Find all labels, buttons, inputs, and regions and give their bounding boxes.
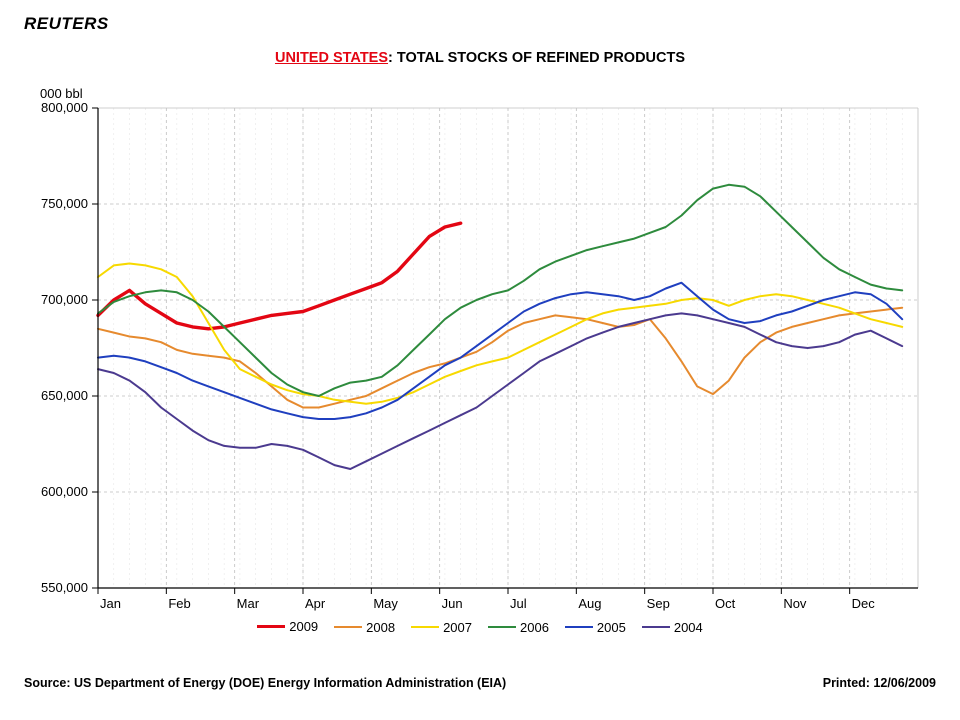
legend-label: 2005: [597, 620, 626, 635]
series-2009: [98, 223, 461, 329]
chart-footer: Source: US Department of Energy (DOE) En…: [24, 676, 936, 690]
legend-swatch: [257, 625, 285, 628]
xtick-label: May: [373, 596, 398, 611]
legend-item-2006: 2006: [488, 620, 549, 635]
ytick-label: 750,000: [41, 196, 88, 211]
footer-source: Source: US Department of Energy (DOE) En…: [24, 676, 506, 690]
xtick-label: Jun: [442, 596, 463, 611]
legend-label: 2009: [289, 619, 318, 634]
legend-item-2005: 2005: [565, 620, 626, 635]
yaxis-units-label: 000 bbl: [40, 86, 83, 101]
legend-label: 2008: [366, 620, 395, 635]
xtick-label: Oct: [715, 596, 736, 611]
xtick-label: Jul: [510, 596, 527, 611]
legend-swatch: [411, 626, 439, 628]
chart-plot-area: 550,000600,000650,000700,000750,000800,0…: [98, 108, 918, 588]
chart-title: UNITED STATES: TOTAL STOCKS OF REFINED P…: [0, 50, 960, 66]
xtick-label: Sep: [647, 596, 670, 611]
legend-swatch: [565, 626, 593, 628]
ytick-label: 550,000: [41, 580, 88, 595]
ytick-label: 600,000: [41, 484, 88, 499]
title-country: UNITED STATES: [275, 50, 388, 66]
ytick-label: 650,000: [41, 388, 88, 403]
xtick-label: Nov: [783, 596, 807, 611]
legend-item-2009: 2009: [257, 619, 318, 634]
xtick-label: Dec: [852, 596, 876, 611]
chart-legend: 2009 2008 2007 2006 2005 2004: [0, 616, 960, 635]
legend-item-2008: 2008: [334, 620, 395, 635]
footer-printed: Printed: 12/06/2009: [823, 676, 936, 690]
legend-swatch: [334, 626, 362, 628]
ytick-label: 700,000: [41, 292, 88, 307]
legend-label: 2004: [674, 620, 703, 635]
chart-svg: 550,000600,000650,000700,000750,000800,0…: [98, 108, 918, 588]
xtick-label: Aug: [578, 596, 601, 611]
xtick-label: Mar: [237, 596, 260, 611]
xtick-label: Jan: [100, 596, 121, 611]
legend-label: 2007: [443, 620, 472, 635]
xtick-label: Feb: [168, 596, 190, 611]
legend-label: 2006: [520, 620, 549, 635]
legend-item-2007: 2007: [411, 620, 472, 635]
legend-item-2004: 2004: [642, 620, 703, 635]
title-rest: : TOTAL STOCKS OF REFINED PRODUCTS: [388, 50, 685, 66]
ytick-label: 800,000: [41, 100, 88, 115]
xtick-label: Apr: [305, 596, 326, 611]
legend-swatch: [642, 626, 670, 628]
legend-swatch: [488, 626, 516, 628]
brand-logo: REUTERS: [24, 14, 109, 34]
